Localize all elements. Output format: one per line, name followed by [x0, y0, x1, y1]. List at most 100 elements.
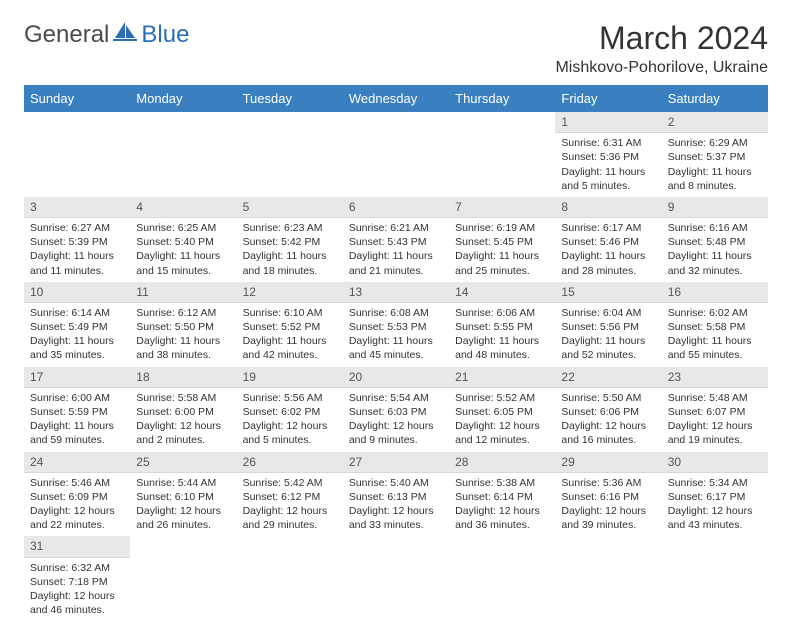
sunrise-line: Sunrise: 6:10 AM: [243, 306, 337, 320]
sunrise-line: Sunrise: 6:21 AM: [349, 221, 443, 235]
calendar-cell: 20Sunrise: 5:54 AMSunset: 6:03 PMDayligh…: [343, 367, 449, 452]
sunrise-line: Sunrise: 5:54 AM: [349, 391, 443, 405]
calendar-cell: 10Sunrise: 6:14 AMSunset: 5:49 PMDayligh…: [24, 282, 130, 367]
daylight-line: Daylight: 11 hours and 42 minutes.: [243, 334, 337, 362]
sunset-line: Sunset: 5:45 PM: [455, 235, 549, 249]
sunset-line: Sunset: 5:50 PM: [136, 320, 230, 334]
calendar-cell: 28Sunrise: 5:38 AMSunset: 6:14 PMDayligh…: [449, 452, 555, 537]
day-body: Sunrise: 6:16 AMSunset: 5:48 PMDaylight:…: [662, 218, 768, 282]
day-body: Sunrise: 6:04 AMSunset: 5:56 PMDaylight:…: [555, 303, 661, 367]
title-block: March 2024 Mishkovo-Pohorilove, Ukraine: [555, 20, 768, 77]
day-number: 10: [24, 282, 130, 303]
logo-text-general: General: [24, 21, 109, 49]
daylight-line: Daylight: 12 hours and 39 minutes.: [561, 504, 655, 532]
daylight-line: Daylight: 11 hours and 35 minutes.: [30, 334, 124, 362]
calendar-header-row: SundayMondayTuesdayWednesdayThursdayFrid…: [24, 85, 768, 112]
sunset-line: Sunset: 5:42 PM: [243, 235, 337, 249]
day-body: Sunrise: 6:32 AMSunset: 7:18 PMDaylight:…: [24, 558, 130, 621]
sunrise-line: Sunrise: 6:31 AM: [561, 136, 655, 150]
sunrise-line: Sunrise: 6:16 AM: [668, 221, 762, 235]
logo: General Blue: [24, 20, 189, 49]
sunrise-line: Sunrise: 6:08 AM: [349, 306, 443, 320]
calendar-cell: [130, 112, 236, 197]
day-number: 12: [237, 282, 343, 303]
sunrise-line: Sunrise: 6:27 AM: [30, 221, 124, 235]
calendar-cell: 17Sunrise: 6:00 AMSunset: 5:59 PMDayligh…: [24, 367, 130, 452]
daylight-line: Daylight: 11 hours and 55 minutes.: [668, 334, 762, 362]
day-body: Sunrise: 6:29 AMSunset: 5:37 PMDaylight:…: [662, 133, 768, 197]
weekday-header: Thursday: [449, 85, 555, 112]
day-body: Sunrise: 5:44 AMSunset: 6:10 PMDaylight:…: [130, 473, 236, 537]
daylight-line: Daylight: 11 hours and 45 minutes.: [349, 334, 443, 362]
sunrise-line: Sunrise: 5:58 AM: [136, 391, 230, 405]
calendar-cell: 13Sunrise: 6:08 AMSunset: 5:53 PMDayligh…: [343, 282, 449, 367]
sunset-line: Sunset: 5:55 PM: [455, 320, 549, 334]
location: Mishkovo-Pohorilove, Ukraine: [555, 59, 768, 77]
day-body: Sunrise: 5:48 AMSunset: 6:07 PMDaylight:…: [662, 388, 768, 452]
day-number: 4: [130, 197, 236, 218]
day-body: Sunrise: 5:46 AMSunset: 6:09 PMDaylight:…: [24, 473, 130, 537]
daylight-line: Daylight: 11 hours and 52 minutes.: [561, 334, 655, 362]
calendar-cell: 14Sunrise: 6:06 AMSunset: 5:55 PMDayligh…: [449, 282, 555, 367]
day-number: 2: [662, 112, 768, 133]
sunrise-line: Sunrise: 6:06 AM: [455, 306, 549, 320]
day-body: Sunrise: 6:02 AMSunset: 5:58 PMDaylight:…: [662, 303, 768, 367]
sunrise-line: Sunrise: 6:25 AM: [136, 221, 230, 235]
sunrise-line: Sunrise: 5:36 AM: [561, 476, 655, 490]
sunrise-line: Sunrise: 5:46 AM: [30, 476, 124, 490]
calendar-cell: 22Sunrise: 5:50 AMSunset: 6:06 PMDayligh…: [555, 367, 661, 452]
daylight-line: Daylight: 12 hours and 33 minutes.: [349, 504, 443, 532]
daylight-line: Daylight: 12 hours and 19 minutes.: [668, 419, 762, 447]
sunset-line: Sunset: 6:13 PM: [349, 490, 443, 504]
day-body: Sunrise: 5:40 AMSunset: 6:13 PMDaylight:…: [343, 473, 449, 537]
calendar-cell: [449, 112, 555, 197]
calendar-cell: 26Sunrise: 5:42 AMSunset: 6:12 PMDayligh…: [237, 452, 343, 537]
sunrise-line: Sunrise: 6:29 AM: [668, 136, 762, 150]
day-body: Sunrise: 6:31 AMSunset: 5:36 PMDaylight:…: [555, 133, 661, 197]
calendar-cell: 4 Sunrise: 6:25 AMSunset: 5:40 PMDaylight…: [130, 197, 236, 282]
day-body: Sunrise: 6:19 AMSunset: 5:45 PMDaylight:…: [449, 218, 555, 282]
daylight-line: Daylight: 11 hours and 15 minutes.: [136, 249, 230, 277]
sunset-line: Sunset: 6:14 PM: [455, 490, 549, 504]
day-body: Sunrise: 5:56 AMSunset: 6:02 PMDaylight:…: [237, 388, 343, 452]
day-number: 25: [130, 452, 236, 473]
daylight-line: Daylight: 11 hours and 59 minutes.: [30, 419, 124, 447]
calendar-cell: 21Sunrise: 5:52 AMSunset: 6:05 PMDayligh…: [449, 367, 555, 452]
day-body: Sunrise: 5:50 AMSunset: 6:06 PMDaylight:…: [555, 388, 661, 452]
sunset-line: Sunset: 6:09 PM: [30, 490, 124, 504]
sunrise-line: Sunrise: 6:00 AM: [30, 391, 124, 405]
daylight-line: Daylight: 12 hours and 46 minutes.: [30, 589, 124, 617]
weekday-header: Wednesday: [343, 85, 449, 112]
sunset-line: Sunset: 5:40 PM: [136, 235, 230, 249]
calendar-cell: 16Sunrise: 6:02 AMSunset: 5:58 PMDayligh…: [662, 282, 768, 367]
header: General Blue March 2024 Mishkovo-Pohoril…: [24, 20, 768, 77]
sunset-line: Sunset: 5:56 PM: [561, 320, 655, 334]
calendar-cell: 1Sunrise: 6:31 AMSunset: 5:36 PMDaylight…: [555, 112, 661, 197]
sunrise-line: Sunrise: 5:48 AM: [668, 391, 762, 405]
weekday-header: Saturday: [662, 85, 768, 112]
sunrise-line: Sunrise: 5:38 AM: [455, 476, 549, 490]
sunrise-line: Sunrise: 5:52 AM: [455, 391, 549, 405]
sunset-line: Sunset: 5:53 PM: [349, 320, 443, 334]
sunrise-line: Sunrise: 5:40 AM: [349, 476, 443, 490]
sunset-line: Sunset: 5:52 PM: [243, 320, 337, 334]
sunrise-line: Sunrise: 6:12 AM: [136, 306, 230, 320]
daylight-line: Daylight: 12 hours and 16 minutes.: [561, 419, 655, 447]
sunset-line: Sunset: 5:49 PM: [30, 320, 124, 334]
day-number: 20: [343, 367, 449, 388]
sunrise-line: Sunrise: 6:02 AM: [668, 306, 762, 320]
calendar-cell: 27Sunrise: 5:40 AMSunset: 6:13 PMDayligh…: [343, 452, 449, 537]
calendar-cell: [237, 536, 343, 621]
day-number: 8: [555, 197, 661, 218]
daylight-line: Daylight: 12 hours and 29 minutes.: [243, 504, 337, 532]
weekday-header: Friday: [555, 85, 661, 112]
sunset-line: Sunset: 5:36 PM: [561, 150, 655, 164]
calendar-body: 1Sunrise: 6:31 AMSunset: 5:36 PMDaylight…: [24, 112, 768, 621]
calendar-cell: [662, 536, 768, 621]
day-number: 31: [24, 536, 130, 557]
day-body: Sunrise: 6:21 AMSunset: 5:43 PMDaylight:…: [343, 218, 449, 282]
day-number: 30: [662, 452, 768, 473]
daylight-line: Daylight: 12 hours and 43 minutes.: [668, 504, 762, 532]
day-number: 23: [662, 367, 768, 388]
sunrise-line: Sunrise: 6:19 AM: [455, 221, 549, 235]
